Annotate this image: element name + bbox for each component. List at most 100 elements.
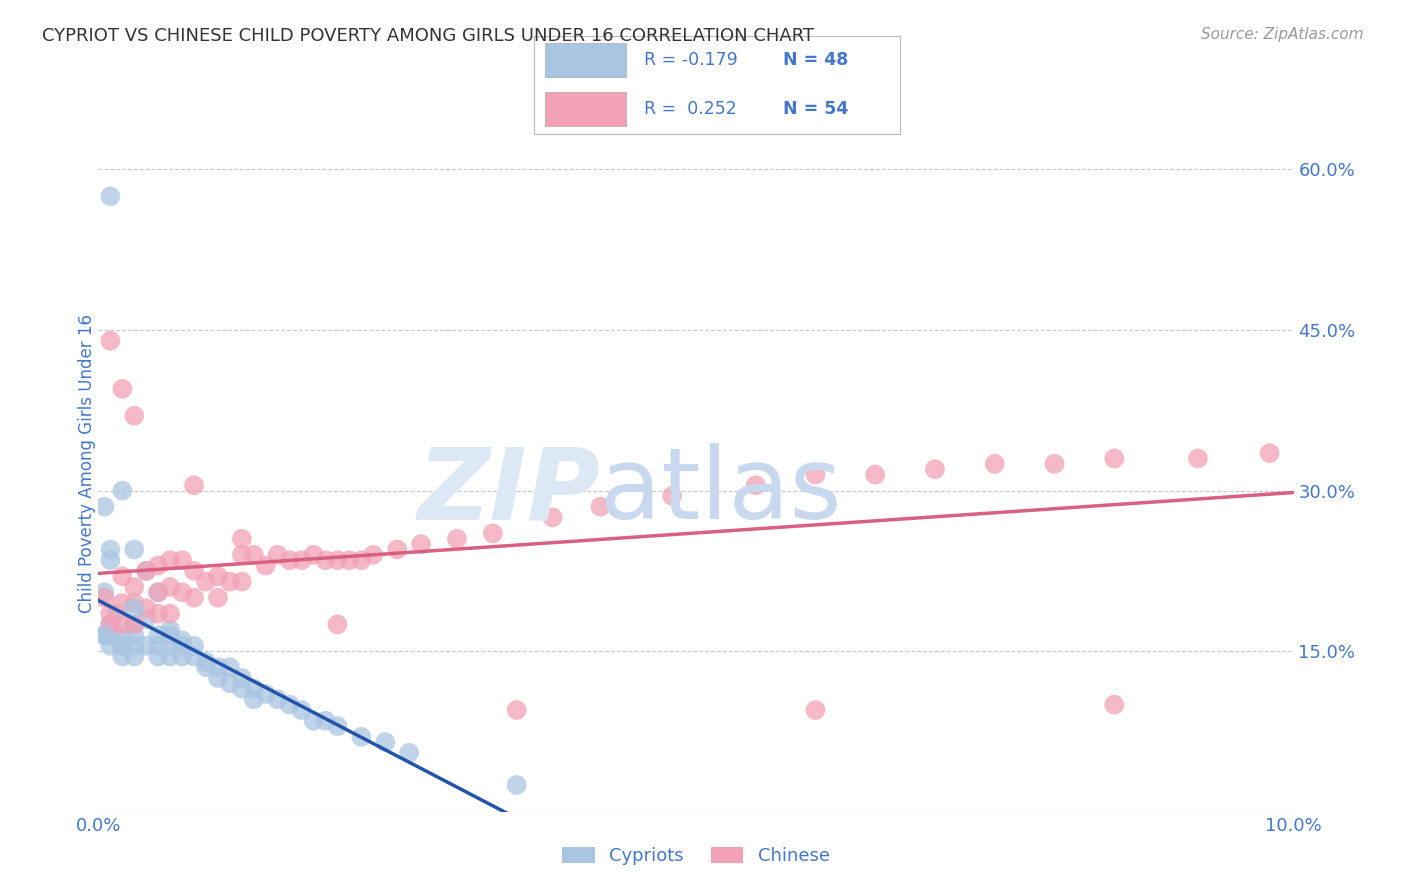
Point bbox=[111, 639, 134, 653]
Point bbox=[219, 676, 242, 690]
Point bbox=[135, 612, 157, 626]
Point bbox=[207, 660, 229, 674]
Point bbox=[411, 537, 433, 551]
Text: CYPRIOT VS CHINESE CHILD POVERTY AMONG GIRLS UNDER 16 CORRELATION CHART: CYPRIOT VS CHINESE CHILD POVERTY AMONG G… bbox=[42, 27, 814, 45]
Point bbox=[219, 574, 242, 589]
Point bbox=[159, 553, 181, 567]
Point bbox=[195, 660, 218, 674]
Point bbox=[124, 596, 146, 610]
Point bbox=[124, 601, 146, 615]
Point bbox=[100, 628, 122, 642]
Point bbox=[111, 617, 134, 632]
Point bbox=[183, 639, 205, 653]
Point bbox=[159, 639, 181, 653]
Point bbox=[278, 698, 301, 712]
Point bbox=[159, 628, 181, 642]
Point bbox=[111, 639, 134, 653]
Point bbox=[207, 671, 229, 685]
Point bbox=[172, 633, 194, 648]
Point bbox=[93, 500, 115, 514]
Point bbox=[148, 639, 170, 653]
Point bbox=[1187, 451, 1209, 466]
Point bbox=[207, 569, 229, 583]
Point bbox=[291, 703, 314, 717]
Point bbox=[506, 703, 529, 717]
Point bbox=[243, 692, 266, 706]
Point bbox=[231, 548, 253, 562]
Point bbox=[589, 500, 612, 514]
Point bbox=[231, 574, 253, 589]
Point bbox=[105, 607, 128, 621]
Text: ZIP: ZIP bbox=[418, 443, 600, 541]
Point bbox=[315, 714, 337, 728]
Point bbox=[231, 681, 253, 696]
Point bbox=[254, 687, 277, 701]
Point bbox=[124, 649, 146, 664]
Legend: Cypriots, Chinese: Cypriots, Chinese bbox=[555, 839, 837, 872]
Point bbox=[326, 617, 349, 632]
Point bbox=[172, 585, 194, 599]
Point bbox=[135, 601, 157, 615]
Point bbox=[207, 591, 229, 605]
Point bbox=[100, 189, 122, 203]
Point bbox=[111, 382, 134, 396]
Point bbox=[267, 548, 290, 562]
Point bbox=[315, 553, 337, 567]
Point bbox=[159, 623, 181, 637]
Point bbox=[172, 649, 194, 664]
Point bbox=[745, 478, 768, 492]
Point bbox=[661, 489, 683, 503]
Point bbox=[124, 628, 146, 642]
Point bbox=[267, 692, 290, 706]
Point bbox=[374, 735, 396, 749]
Point bbox=[159, 607, 181, 621]
Y-axis label: Child Poverty Among Girls Under 16: Child Poverty Among Girls Under 16 bbox=[79, 314, 96, 614]
Point bbox=[93, 628, 115, 642]
Bar bbox=[546, 43, 626, 77]
Point bbox=[446, 532, 468, 546]
Point bbox=[804, 703, 827, 717]
Point bbox=[100, 607, 122, 621]
Point bbox=[183, 478, 205, 492]
Point bbox=[148, 585, 170, 599]
Point bbox=[135, 564, 157, 578]
Point bbox=[100, 617, 122, 632]
Text: R =  0.252: R = 0.252 bbox=[644, 100, 737, 118]
Point bbox=[278, 553, 301, 567]
Point bbox=[195, 574, 218, 589]
Point bbox=[172, 639, 194, 653]
Point bbox=[302, 714, 325, 728]
Point bbox=[231, 532, 253, 546]
Point bbox=[350, 730, 373, 744]
Point bbox=[124, 639, 146, 653]
Point bbox=[111, 628, 134, 642]
Point bbox=[172, 553, 194, 567]
Point bbox=[385, 542, 409, 557]
Point bbox=[326, 553, 349, 567]
Bar bbox=[546, 92, 626, 126]
Point bbox=[1104, 698, 1126, 712]
Point bbox=[291, 553, 314, 567]
Point bbox=[148, 628, 170, 642]
Point bbox=[506, 778, 529, 792]
Point bbox=[1043, 457, 1066, 471]
Point bbox=[111, 569, 134, 583]
Point bbox=[100, 639, 122, 653]
Point bbox=[111, 596, 134, 610]
Text: N = 48: N = 48 bbox=[783, 51, 848, 69]
Point bbox=[984, 457, 1007, 471]
Point bbox=[93, 628, 115, 642]
Point bbox=[124, 617, 146, 632]
Point bbox=[100, 542, 122, 557]
Point bbox=[100, 553, 122, 567]
Point bbox=[1104, 451, 1126, 466]
Point bbox=[1258, 446, 1281, 460]
Point bbox=[183, 591, 205, 605]
Point bbox=[148, 558, 170, 573]
Point bbox=[93, 585, 115, 599]
Point bbox=[481, 526, 505, 541]
Point bbox=[865, 467, 887, 482]
Point bbox=[363, 548, 385, 562]
Point bbox=[148, 649, 170, 664]
Point bbox=[148, 607, 170, 621]
